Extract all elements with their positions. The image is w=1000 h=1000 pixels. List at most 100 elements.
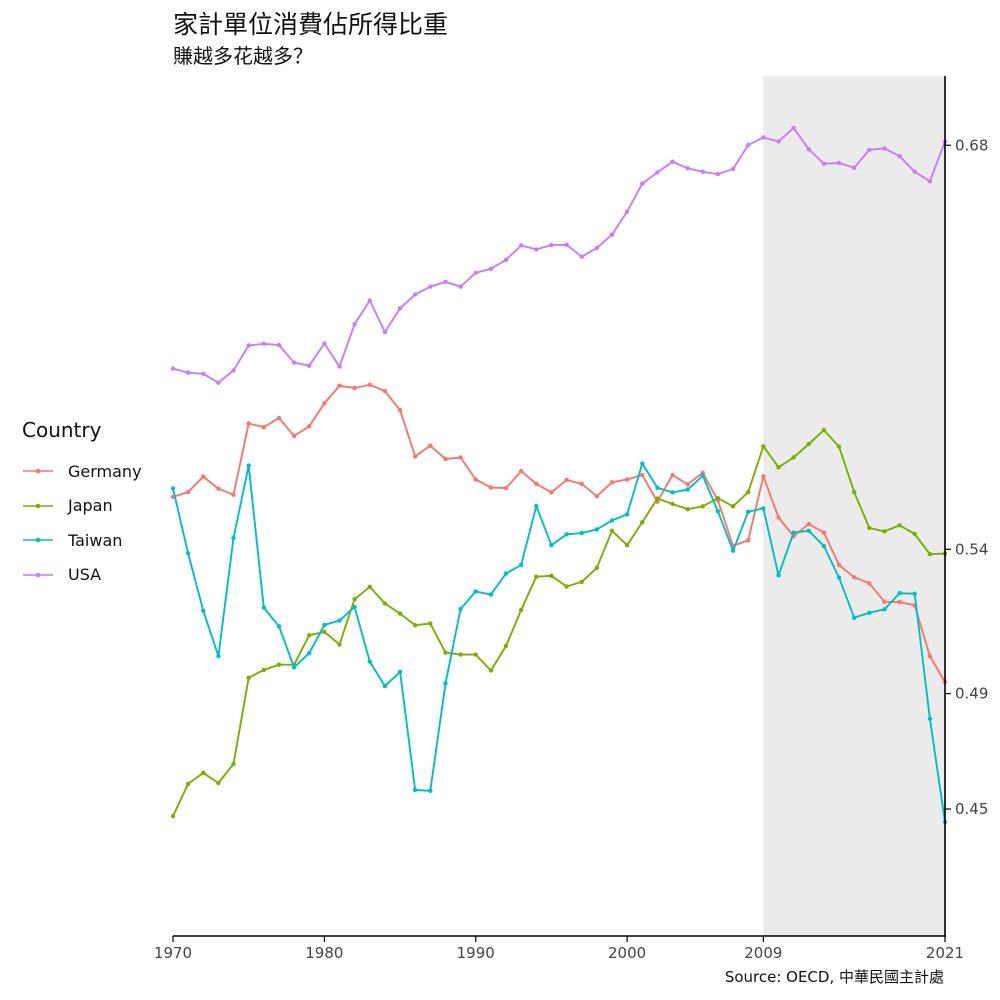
point-usa-1987 xyxy=(428,284,433,289)
point-japan-1996 xyxy=(564,584,569,589)
point-japan-2008 xyxy=(746,489,751,495)
point-usa-1999 xyxy=(609,232,615,237)
point-usa-2013 xyxy=(821,161,827,166)
point-germany-1983 xyxy=(367,382,372,387)
point-japan-2015 xyxy=(852,489,857,495)
point-germany-2008 xyxy=(746,538,751,543)
point-germany-2001 xyxy=(640,472,645,478)
point-germany-1988 xyxy=(443,456,448,462)
point-japan-1992 xyxy=(503,643,509,649)
point-usa-2012 xyxy=(806,147,811,152)
series-line-usa xyxy=(172,126,946,384)
point-germany-2000 xyxy=(624,477,630,482)
point-taiwan-1978 xyxy=(291,665,297,670)
point-germany-1996 xyxy=(564,477,569,483)
point-japan-1976 xyxy=(261,667,266,673)
point-usa-1971 xyxy=(185,370,191,375)
point-taiwan-1974 xyxy=(231,535,236,541)
point-usa-2019 xyxy=(912,169,917,174)
point-usa-1998 xyxy=(594,245,599,251)
point-japan-2014 xyxy=(836,444,842,449)
y-tick-label-0.54: 0.54 xyxy=(955,540,988,558)
x-axis-ticks: 1970 1980 1990 2000 2009 2021 xyxy=(154,936,964,962)
series-layer xyxy=(170,125,948,825)
point-japan-1990 xyxy=(473,652,478,657)
legend-title: Country xyxy=(22,418,102,442)
point-taiwan-2000 xyxy=(624,512,630,517)
point-japan-2000 xyxy=(624,543,630,548)
point-japan-1970 xyxy=(170,814,176,819)
point-usa-2016 xyxy=(867,147,872,153)
point-usa-1972 xyxy=(201,371,206,376)
point-japan-1997 xyxy=(579,579,584,585)
point-usa-2000 xyxy=(624,209,630,214)
point-germany-1995 xyxy=(549,490,554,495)
point-germany-1985 xyxy=(397,408,403,413)
point-taiwan-1993 xyxy=(519,562,524,568)
point-usa-1991 xyxy=(488,266,494,271)
point-japan-2011 xyxy=(791,455,796,460)
shaded-period xyxy=(763,76,945,936)
point-usa-1996 xyxy=(564,242,569,247)
point-germany-1998 xyxy=(594,494,599,499)
point-japan-1975 xyxy=(246,675,251,680)
point-germany-2018 xyxy=(897,599,902,605)
point-usa-1975 xyxy=(246,343,251,348)
point-taiwan-1983 xyxy=(367,659,372,664)
legend-label-japan: Japan xyxy=(68,496,113,516)
point-taiwan-2014 xyxy=(836,575,842,580)
point-taiwan-1990 xyxy=(473,589,478,594)
point-taiwan-1992 xyxy=(503,571,509,576)
point-usa-1993 xyxy=(519,243,524,248)
point-japan-1998 xyxy=(594,565,599,570)
point-japan-2012 xyxy=(806,441,811,447)
point-usa-1974 xyxy=(231,368,236,373)
point-taiwan-1972 xyxy=(201,608,206,613)
legend-label-usa: USA xyxy=(68,565,102,585)
point-japan-1989 xyxy=(458,652,463,657)
point-taiwan-2015 xyxy=(852,615,857,620)
point-germany-1994 xyxy=(534,481,539,486)
point-germany-2017 xyxy=(882,599,887,604)
point-taiwan-1998 xyxy=(594,527,599,532)
point-germany-1976 xyxy=(261,425,266,430)
point-japan-1985 xyxy=(397,611,403,616)
point-taiwan-1997 xyxy=(579,530,584,536)
point-germany-1974 xyxy=(231,492,236,497)
legend-item-taiwan: Taiwan xyxy=(22,523,142,558)
point-usa-2017 xyxy=(882,146,887,151)
legend-item-germany: Germany xyxy=(22,454,142,489)
point-usa-1988 xyxy=(443,279,448,284)
point-usa-2004 xyxy=(685,166,690,171)
point-germany-1980 xyxy=(322,401,327,406)
y-axis-ticks: 0.45 0.49 0.54 0.68 xyxy=(945,136,988,818)
point-taiwan-2003 xyxy=(670,490,675,495)
y-tick-label-0.68: 0.68 xyxy=(955,136,988,154)
point-germany-1984 xyxy=(382,388,388,394)
point-taiwan-1989 xyxy=(458,606,463,612)
point-taiwan-1987 xyxy=(428,788,433,793)
point-taiwan-1995 xyxy=(549,543,554,548)
point-taiwan-2004 xyxy=(685,487,690,492)
point-taiwan-1991 xyxy=(488,592,494,597)
point-usa-2007 xyxy=(730,166,736,172)
chart-title: 家計單位消費佔所得比重 xyxy=(173,10,449,39)
point-usa-1985 xyxy=(397,306,403,311)
point-germany-2016 xyxy=(867,581,872,586)
point-usa-2020 xyxy=(927,179,933,184)
point-germany-1993 xyxy=(519,468,524,474)
point-germany-1992 xyxy=(503,485,509,491)
point-japan-1977 xyxy=(276,662,282,667)
point-japan-2018 xyxy=(897,523,902,528)
legend-label-germany: Germany xyxy=(68,461,142,481)
point-usa-1995 xyxy=(549,242,554,248)
point-germany-1990 xyxy=(473,477,478,482)
point-japan-1980 xyxy=(322,629,327,634)
point-taiwan-1996 xyxy=(564,532,569,537)
point-japan-1971 xyxy=(185,781,191,787)
point-germany-2003 xyxy=(670,472,675,478)
point-germany-2020 xyxy=(927,653,933,659)
point-taiwan-2008 xyxy=(746,509,751,514)
point-usa-1976 xyxy=(261,341,266,346)
